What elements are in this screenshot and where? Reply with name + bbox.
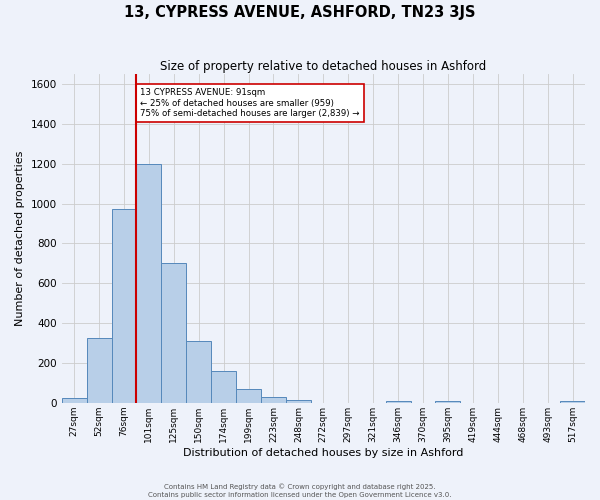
Bar bbox=[286, 400, 311, 403]
Bar bbox=[186, 341, 211, 403]
Bar bbox=[112, 208, 136, 403]
X-axis label: Distribution of detached houses by size in Ashford: Distribution of detached houses by size … bbox=[183, 448, 464, 458]
Bar bbox=[161, 264, 186, 403]
Bar bbox=[236, 389, 261, 403]
Text: Contains HM Land Registry data © Crown copyright and database right 2025.
Contai: Contains HM Land Registry data © Crown c… bbox=[148, 484, 452, 498]
Text: 13 CYPRESS AVENUE: 91sqm
← 25% of detached houses are smaller (959)
75% of semi-: 13 CYPRESS AVENUE: 91sqm ← 25% of detach… bbox=[140, 88, 359, 118]
Bar bbox=[211, 371, 236, 403]
Bar bbox=[386, 401, 410, 403]
Bar bbox=[86, 338, 112, 403]
Bar bbox=[436, 401, 460, 403]
Text: 13, CYPRESS AVENUE, ASHFORD, TN23 3JS: 13, CYPRESS AVENUE, ASHFORD, TN23 3JS bbox=[124, 5, 476, 20]
Y-axis label: Number of detached properties: Number of detached properties bbox=[15, 151, 25, 326]
Bar bbox=[62, 398, 86, 403]
Bar bbox=[261, 397, 286, 403]
Bar bbox=[560, 401, 585, 403]
Bar bbox=[136, 164, 161, 403]
Title: Size of property relative to detached houses in Ashford: Size of property relative to detached ho… bbox=[160, 60, 487, 73]
